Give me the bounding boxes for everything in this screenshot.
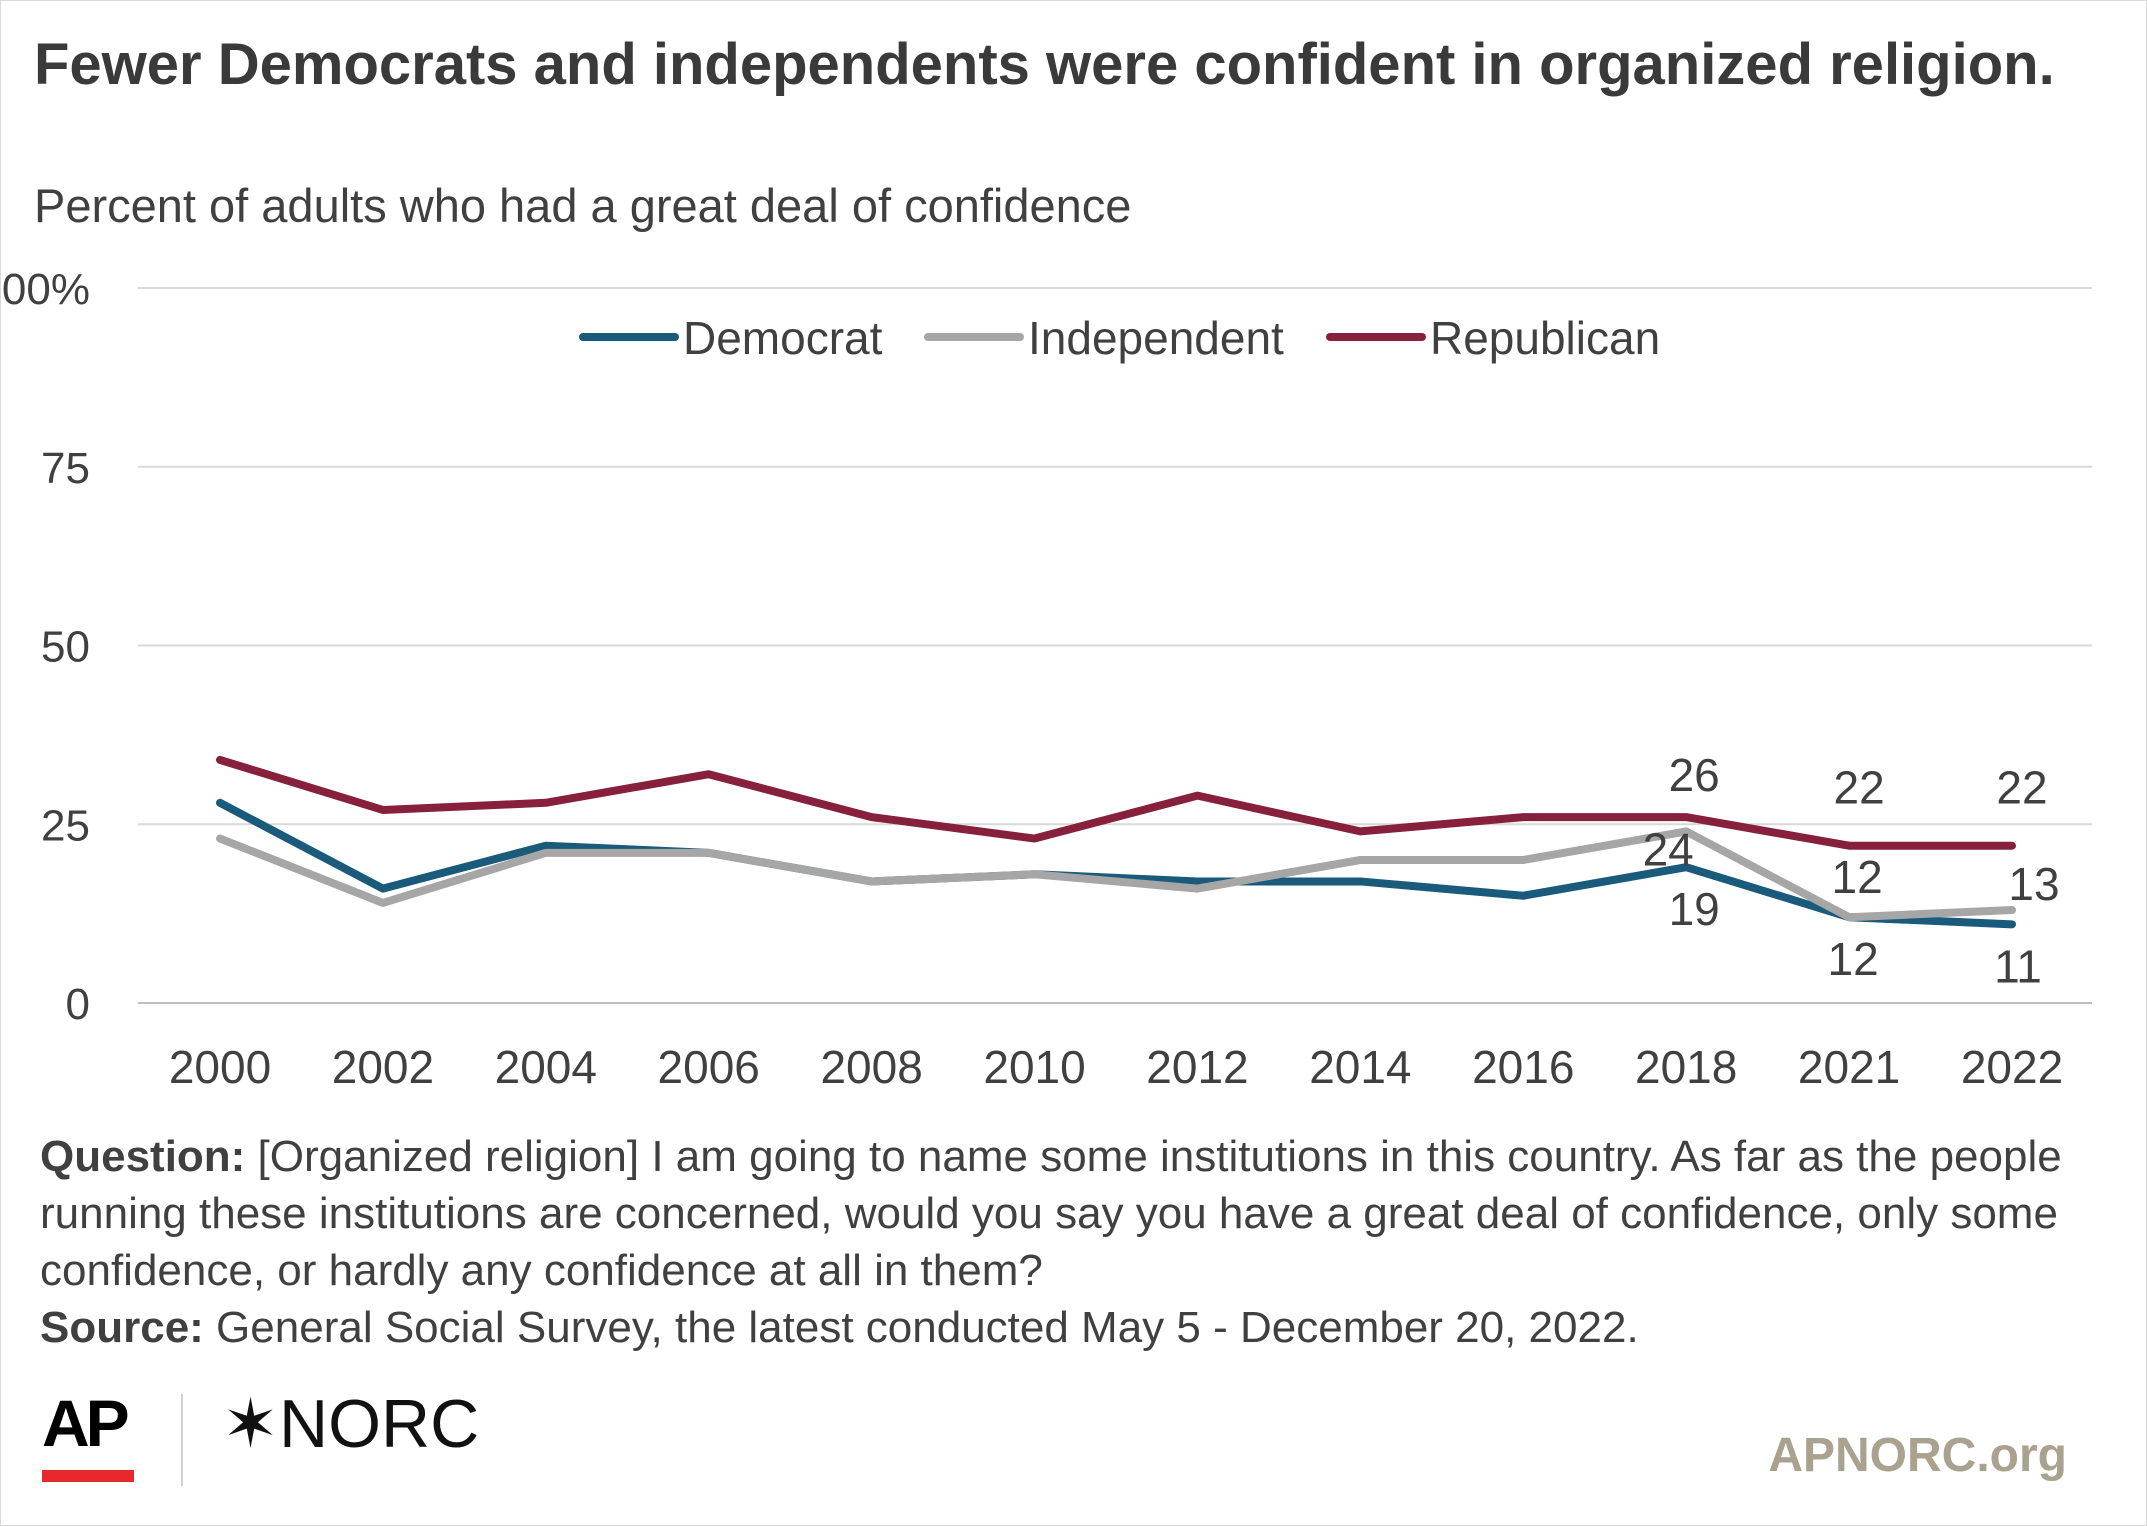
- x-tick-label: 2010: [983, 1041, 1085, 1093]
- x-tick-label: 2008: [820, 1041, 922, 1093]
- data-label-democrat: 12: [1828, 933, 1879, 985]
- source-label: Source:: [40, 1303, 204, 1352]
- x-axis: 2000 2002 2004 2006 2008 2010 2012 2014 2016 2018…: [169, 1041, 2063, 1093]
- data-label-republican: 22: [1834, 762, 1885, 814]
- data-label-democrat: 19: [1669, 883, 1720, 935]
- line-chart: 100% 75 50 25 0 2000 2002 2004 2006 2008 2010 2012…: [0, 265, 2092, 1093]
- logo-divider: [181, 1394, 183, 1486]
- series-line-republican: [216, 755, 2016, 850]
- x-tick-label: 2012: [1146, 1041, 1248, 1093]
- y-tick-label: 100%: [0, 265, 90, 314]
- chart-title: Fewer Democrats and independents were co…: [34, 32, 2055, 97]
- question-text: [Organized religion] I am going to name …: [40, 1132, 2062, 1295]
- x-tick-label: 2004: [495, 1041, 597, 1093]
- legend-label-republican: Republican: [1430, 312, 1660, 364]
- data-label-republican: 22: [1996, 762, 2047, 814]
- data-label-democrat: 11: [1994, 940, 2042, 992]
- norc-logo: ✶NORC: [222, 1386, 480, 1462]
- x-tick-label: 2022: [1961, 1041, 2063, 1093]
- legend: Democrat Independent Republican: [579, 312, 1660, 364]
- x-tick-label: 2014: [1309, 1041, 1411, 1093]
- data-labels: 19 12 11 24 12 13 26 22 22: [1643, 749, 2060, 992]
- ap-logo: AP: [42, 1386, 130, 1460]
- y-axis: 100% 75 50 25 0: [0, 265, 90, 1029]
- data-label-independent: 13: [2008, 858, 2059, 910]
- x-tick-label: 2000: [169, 1041, 271, 1093]
- x-tick-label: 2002: [332, 1041, 434, 1093]
- series-line-independent: [216, 827, 2016, 922]
- chart-notes: Question: [Organized religion] I am goin…: [40, 1128, 2100, 1356]
- ap-logo-bar: [42, 1470, 134, 1482]
- x-tick-label: 2018: [1635, 1041, 1737, 1093]
- y-tick-label: 50: [41, 623, 90, 672]
- x-tick-label: 2006: [658, 1041, 760, 1093]
- data-label-independent: 12: [1832, 851, 1883, 903]
- series-lines: [216, 755, 2016, 929]
- x-tick-label: 2021: [1798, 1041, 1900, 1093]
- gridlines: [138, 287, 2092, 1004]
- data-label-independent: 24: [1643, 823, 1694, 875]
- chart-subtitle: Percent of adults who had a great deal o…: [34, 179, 1132, 232]
- y-tick-label: 0: [66, 980, 90, 1029]
- y-tick-label: 75: [41, 444, 90, 493]
- x-tick-label: 2016: [1472, 1041, 1574, 1093]
- site-link[interactable]: APNORC.org: [1768, 1429, 2067, 1482]
- data-label-republican: 26: [1669, 749, 1720, 801]
- source-text: General Social Survey, the latest conduc…: [203, 1303, 1639, 1352]
- question-label: Question:: [40, 1132, 246, 1181]
- y-tick-label: 25: [41, 801, 90, 850]
- legend-label-democrat: Democrat: [683, 312, 883, 364]
- legend-label-independent: Independent: [1028, 312, 1284, 364]
